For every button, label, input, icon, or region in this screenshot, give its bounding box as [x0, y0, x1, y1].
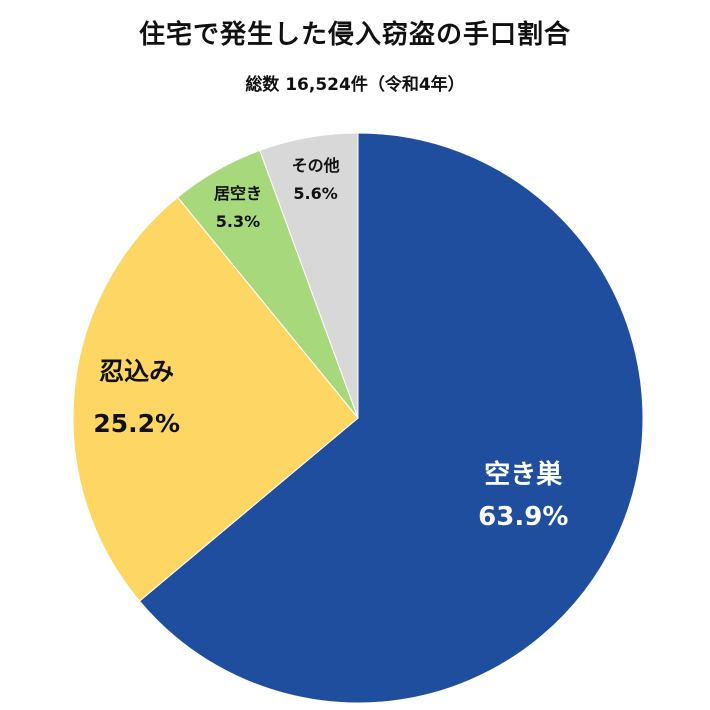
- slice-label-2: 忍込み: [99, 357, 174, 386]
- slice-label-1: 空き巣: [484, 459, 562, 490]
- slice-label-4: その他: [292, 156, 340, 175]
- pie-slice-4: [259, 132, 359, 419]
- pie-slices: [72, 132, 644, 704]
- slice-label-3: 居空き: [214, 184, 262, 203]
- pie-labels: 空き巣 63.9% 忍込み 25.2% 居空き 5.3% その他 5.6%: [93, 156, 568, 532]
- slice-value-label-4: 5.6%: [293, 184, 337, 203]
- slice-value-label-2: 25.2%: [93, 409, 180, 438]
- pie-slice-1: [138, 132, 644, 704]
- pie-slice-2: [72, 196, 359, 602]
- chart-title: 住宅で発生した侵入窃盗の手口割合: [138, 20, 571, 50]
- slice-value-label-3: 5.3%: [216, 212, 260, 231]
- chart-subtitle: 総数 16,524件（令和4年）: [245, 75, 465, 95]
- slice-value-label-1: 63.9%: [478, 502, 568, 532]
